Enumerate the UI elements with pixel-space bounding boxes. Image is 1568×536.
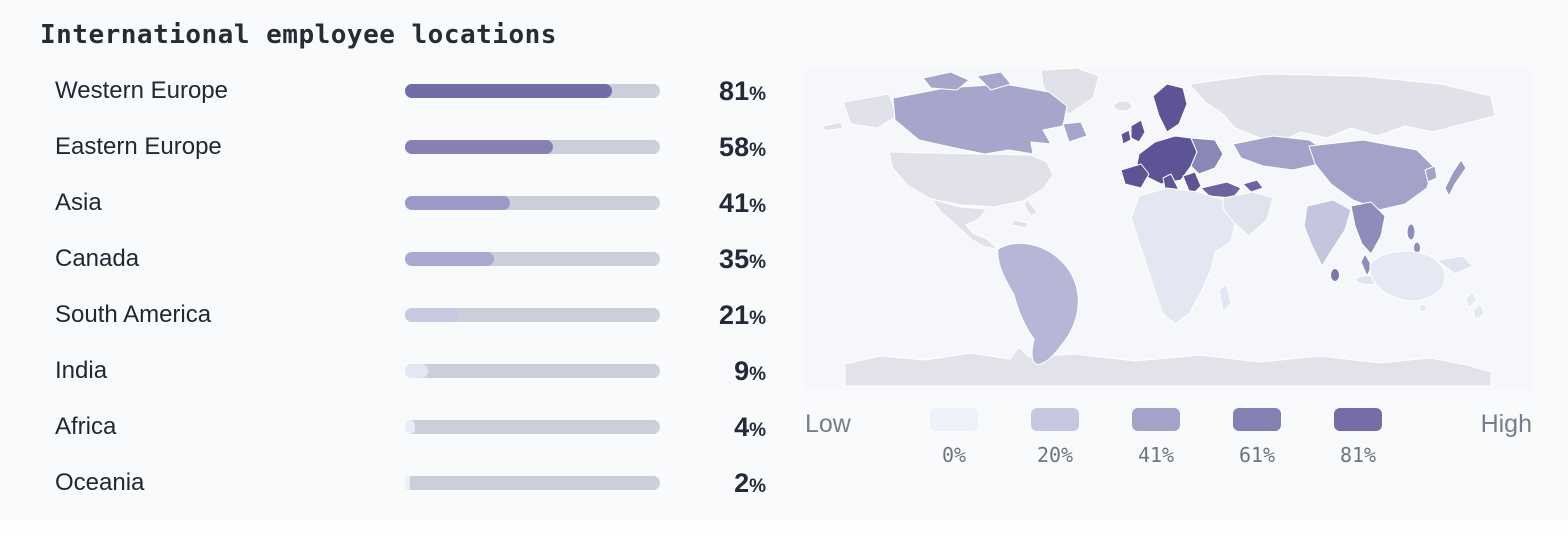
region-aleutians bbox=[822, 121, 844, 132]
bar-value: 35% bbox=[719, 243, 766, 274]
bar-label: India bbox=[55, 357, 108, 384]
bar-track bbox=[405, 84, 660, 98]
employee-locations-card: International employee locations Western… bbox=[40, 20, 1532, 511]
region-caribbean bbox=[1011, 219, 1029, 229]
region-china[interactable] bbox=[1308, 139, 1434, 211]
legend-stop: 41% bbox=[1132, 408, 1233, 467]
region-iberia[interactable] bbox=[1120, 163, 1150, 189]
bar-row-western-europe: Western Europe 81% bbox=[55, 63, 766, 119]
region-mexico bbox=[930, 198, 999, 250]
region-canada-arctic-islands-2[interactable] bbox=[976, 71, 1012, 91]
legend-swatch bbox=[1334, 408, 1382, 431]
bar-label: Oceania bbox=[55, 469, 145, 496]
region-canada[interactable] bbox=[892, 83, 1068, 155]
region-eastern-europe[interactable] bbox=[1190, 137, 1224, 175]
legend-swatch bbox=[930, 408, 978, 431]
bar-chart: Western Europe 81% Eastern Europe 58% As… bbox=[55, 63, 766, 511]
bar-track bbox=[405, 364, 660, 378]
legend-stops: 0% 20% 41% 61% 81% bbox=[930, 408, 1435, 467]
bar-value: 4% bbox=[734, 411, 766, 442]
legend-swatch bbox=[1031, 408, 1079, 431]
bar-fill bbox=[405, 420, 416, 434]
region-usa bbox=[888, 151, 1054, 208]
region-scandinavia[interactable] bbox=[1152, 83, 1188, 133]
region-sri-lanka[interactable] bbox=[1330, 268, 1340, 282]
bar-row-eastern-europe: Eastern Europe 58% bbox=[55, 119, 766, 175]
bar-row-south-america: South America 21% bbox=[55, 287, 766, 343]
legend-stop: 81% bbox=[1334, 408, 1435, 467]
bar-track bbox=[405, 308, 660, 322]
legend-low-label: Low bbox=[805, 410, 851, 438]
legend-stop: 61% bbox=[1233, 408, 1334, 467]
region-madagascar[interactable] bbox=[1218, 283, 1232, 313]
bar-fill bbox=[405, 308, 459, 322]
bar-row-oceania: Oceania 2% bbox=[55, 455, 766, 511]
region-caucasus[interactable] bbox=[1242, 179, 1264, 193]
bar-row-africa: Africa 4% bbox=[55, 399, 766, 455]
region-uk[interactable] bbox=[1130, 119, 1146, 143]
bar-label: Asia bbox=[55, 189, 102, 216]
bar-fill bbox=[405, 196, 510, 210]
legend-stop-label: 81% bbox=[1339, 443, 1377, 467]
bar-fill bbox=[405, 84, 612, 98]
bar-label: Western Europe bbox=[55, 77, 228, 104]
region-india[interactable] bbox=[1303, 199, 1352, 267]
bar-row-canada: Canada 35% bbox=[55, 231, 766, 287]
bar-fill bbox=[405, 476, 411, 490]
bar-label: Canada bbox=[55, 245, 140, 272]
legend-stop-label: 41% bbox=[1137, 443, 1175, 467]
bar-label: South America bbox=[55, 301, 212, 328]
world-map bbox=[822, 68, 1496, 387]
bar-value: 2% bbox=[734, 467, 766, 498]
bar-track bbox=[405, 140, 660, 154]
bar-value: 9% bbox=[734, 355, 766, 386]
legend-stop: 20% bbox=[1031, 408, 1132, 467]
region-balkans[interactable] bbox=[1182, 171, 1202, 197]
region-new-zealand-north[interactable] bbox=[1464, 291, 1478, 309]
region-canada-arctic-islands[interactable] bbox=[922, 71, 970, 91]
region-new-zealand-south[interactable] bbox=[1472, 303, 1486, 321]
region-ireland[interactable] bbox=[1120, 129, 1132, 145]
region-southeast-asia[interactable] bbox=[1350, 201, 1386, 255]
bar-row-india: India 9% bbox=[55, 343, 766, 399]
region-australia[interactable] bbox=[1369, 250, 1446, 302]
bar-fill bbox=[405, 140, 553, 154]
map-legend: Low 0% 20% 41% 61% 81% High bbox=[805, 408, 1532, 467]
legend-stop: 0% bbox=[930, 408, 1031, 467]
region-newfoundland[interactable] bbox=[1062, 121, 1088, 143]
bar-track bbox=[405, 252, 660, 266]
bar-value: 58% bbox=[719, 131, 766, 162]
region-japan[interactable] bbox=[1444, 159, 1467, 197]
legend-swatch bbox=[1233, 408, 1281, 431]
bar-label: Africa bbox=[55, 413, 117, 440]
bar-track bbox=[405, 196, 660, 210]
region-korea[interactable] bbox=[1424, 165, 1438, 183]
region-philippines[interactable] bbox=[1406, 223, 1416, 241]
region-antarctica bbox=[844, 346, 1492, 387]
region-florida bbox=[1023, 198, 1038, 217]
region-south-america[interactable] bbox=[997, 242, 1079, 365]
legend-high-label: High bbox=[1480, 410, 1532, 438]
region-iceland bbox=[1113, 100, 1133, 112]
region-tasmania[interactable] bbox=[1418, 304, 1428, 312]
bar-label: Eastern Europe bbox=[55, 133, 222, 160]
bar-fill bbox=[405, 364, 428, 378]
page-title: International employee locations bbox=[40, 20, 557, 50]
region-new-guinea[interactable] bbox=[1436, 255, 1474, 275]
legend-stop-label: 20% bbox=[1036, 443, 1074, 467]
bar-fill bbox=[405, 252, 495, 266]
bar-row-asia: Asia 41% bbox=[55, 175, 766, 231]
region-africa[interactable] bbox=[1130, 187, 1236, 325]
world-map-panel bbox=[805, 68, 1532, 390]
bar-value: 41% bbox=[719, 187, 766, 218]
bar-value: 21% bbox=[719, 299, 766, 330]
bar-value: 81% bbox=[719, 75, 766, 106]
legend-stop-label: 0% bbox=[941, 443, 967, 467]
legend-swatch bbox=[1132, 408, 1180, 431]
region-russia bbox=[1188, 73, 1496, 145]
region-alaska bbox=[842, 93, 898, 129]
legend-stop-label: 61% bbox=[1238, 443, 1276, 467]
bar-track bbox=[405, 420, 660, 434]
bar-track bbox=[405, 476, 660, 490]
